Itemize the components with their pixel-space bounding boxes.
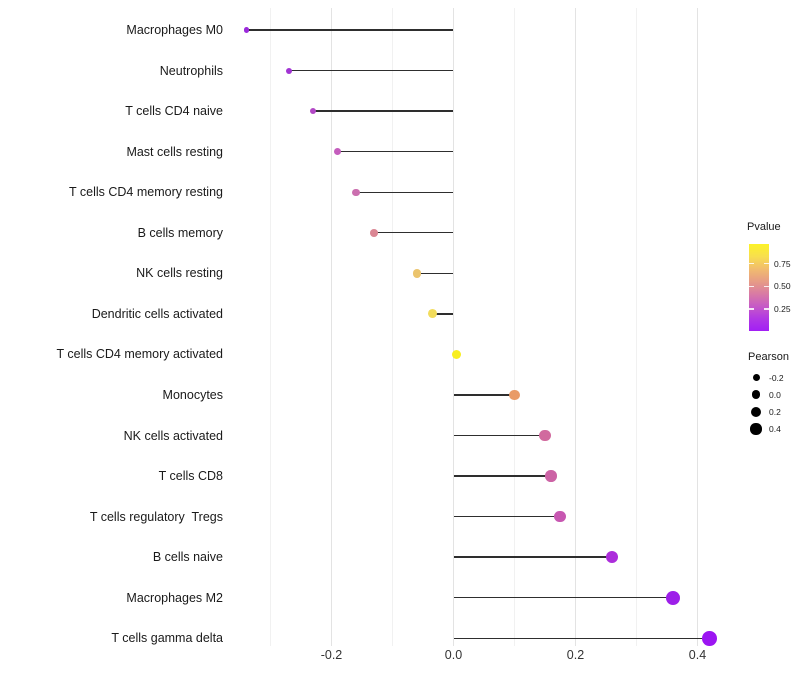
y-axis-label: B cells memory	[137, 225, 223, 240]
pearson-legend-dot	[751, 406, 761, 417]
lollipop-segment	[453, 475, 552, 477]
y-axis-label: T cells CD4 memory activated	[56, 347, 224, 362]
lollipop-dot	[509, 389, 520, 401]
lollipop-segment	[374, 232, 454, 234]
minor-gridline	[270, 8, 271, 646]
minor-gridline	[392, 8, 393, 646]
pearson-legend-dot	[750, 423, 762, 435]
legend-pvalue-title: Pvalue	[747, 221, 781, 233]
lollipop-segment	[288, 69, 454, 72]
pearson-legend-label: 0.4	[769, 424, 781, 434]
lollipop-dot	[309, 107, 317, 115]
y-axis-label: Monocytes	[162, 387, 223, 402]
colorbar-tick	[764, 308, 769, 310]
lollipop-dot	[370, 228, 379, 237]
y-axis-label: T cells gamma delta	[111, 631, 223, 646]
pearson-legend-dot	[751, 390, 761, 400]
lollipop-dot	[554, 510, 567, 523]
colorbar-tick	[749, 262, 754, 265]
y-axis-label: Macrophages M2	[126, 590, 223, 605]
y-axis-label: Mast cells resting	[126, 144, 223, 159]
x-tick-label: 0.2	[566, 648, 585, 662]
major-gridline	[575, 8, 576, 646]
lollipop-dot	[666, 590, 681, 605]
lollipop-segment	[355, 191, 454, 193]
pearson-legend-label: 0.2	[769, 406, 781, 417]
colorbar-tick	[749, 285, 754, 288]
pearson-legend-label: -0.2	[769, 372, 784, 383]
y-axis-label: Macrophages M0	[126, 23, 223, 37]
lollipop-dot	[285, 67, 292, 74]
lollipop-segment	[453, 434, 545, 437]
major-gridline	[331, 8, 332, 646]
major-gridline	[697, 8, 698, 646]
lollipop-dot	[451, 349, 462, 360]
lollipop-dot	[539, 429, 551, 442]
lollipop-dot	[605, 550, 619, 564]
lollipop-dot	[702, 630, 718, 646]
lollipop-dot	[352, 188, 360, 196]
pearson-legend-dot	[752, 374, 760, 382]
y-axis-label: Dendritic cells activated	[91, 306, 223, 321]
y-axis-label: Neutrophils	[159, 63, 223, 78]
lollipop-segment	[246, 29, 454, 31]
lollipop-segment	[313, 110, 454, 112]
y-axis-label: NK cells resting	[136, 266, 223, 281]
lollipop-segment	[432, 313, 454, 315]
y-axis-label: T cells regulatory Tregs	[89, 509, 223, 524]
lollipop-dot	[427, 309, 437, 319]
lollipop-segment	[453, 556, 613, 558]
x-tick-label: -0.2	[320, 648, 343, 662]
minor-gridline	[514, 8, 515, 646]
pearson-legend-label: 0.0	[769, 389, 781, 400]
colorbar-tick	[749, 308, 754, 310]
x-tick-label: 0.4	[688, 648, 707, 662]
colorbar-tick	[764, 285, 769, 288]
lollipop-dot	[243, 27, 249, 33]
lollipop-segment	[337, 150, 454, 153]
y-axis-label: T cells CD4 memory resting	[69, 185, 223, 200]
lollipop-segment	[453, 515, 561, 518]
lollipop-segment	[453, 637, 710, 639]
pvalue-colorbar	[749, 244, 769, 331]
x-tick-label: 0.0	[444, 648, 463, 662]
colorbar-tick-label: 0.25	[774, 304, 791, 315]
y-axis-label: T cells CD8	[158, 469, 223, 484]
colorbar-tick	[764, 262, 769, 265]
lollipop-dot	[545, 470, 557, 482]
y-axis-label: B cells naive	[152, 550, 223, 565]
lollipop-segment	[453, 597, 674, 599]
major-gridline	[453, 8, 454, 646]
y-axis-label: NK cells activated	[123, 428, 223, 443]
colorbar-tick-label: 0.50	[774, 281, 791, 292]
y-axis-label: T cells CD4 naive	[125, 104, 223, 119]
legend-pearson-title: Pearson	[748, 351, 789, 363]
lollipop-dot	[412, 268, 422, 278]
lollipop-segment	[453, 394, 515, 396]
lollipop-dot	[334, 148, 342, 156]
colorbar-tick-label: 0.75	[774, 258, 791, 269]
lollipop-segment	[416, 272, 454, 274]
minor-gridline	[636, 8, 637, 646]
